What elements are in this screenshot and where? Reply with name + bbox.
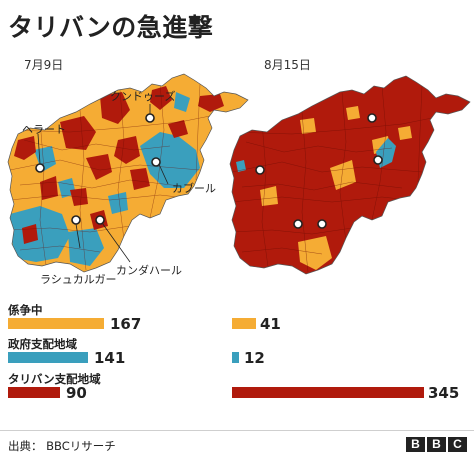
legend-label-government: 政府支配地域 [8, 337, 77, 351]
bbc-logo-letter: B [406, 437, 425, 452]
value-government-july: 141 [94, 349, 126, 367]
city-label-kunduz: クンドゥーズ [110, 90, 176, 103]
bbc-logo: B B C [406, 437, 467, 452]
city-label-lashkar-gah: ラシュカルガー [40, 273, 117, 286]
city-label-kandahar: カンダハール [116, 264, 182, 277]
value-taliban-august: 345 [428, 384, 460, 402]
value-contested-august: 41 [260, 315, 281, 333]
city-marker-kunduz [145, 113, 155, 123]
bar-taliban-august [232, 387, 424, 398]
city-marker-kandahar [95, 215, 105, 225]
city-label-herat: ヘラート [22, 123, 66, 136]
footer-divider [0, 430, 474, 431]
bar-contested-august [232, 318, 256, 329]
date-label-august: 8月15日 [264, 58, 311, 72]
bar-government-august [232, 352, 239, 363]
city-markers-august [255, 113, 383, 229]
date-label-july: 7月9日 [24, 58, 64, 72]
legend-label-taliban: タリバン支配地域 [8, 372, 101, 386]
value-taliban-july: 90 [66, 384, 87, 402]
city-marker-kabul [151, 157, 161, 167]
city-marker-herat [35, 163, 45, 173]
value-government-august: 12 [244, 349, 265, 367]
bbc-logo-letter: B [427, 437, 446, 452]
value-contested-july: 167 [110, 315, 142, 333]
bar-contested-july [8, 318, 104, 329]
bar-government-july [8, 352, 88, 363]
city-label-kabul: カブール [172, 182, 216, 195]
bbc-logo-letter: C [448, 437, 467, 452]
legend-label-contested: 係争中 [8, 303, 43, 317]
map-august [230, 76, 470, 274]
city-marker-lashkar-gah [71, 215, 81, 225]
source-note: 出典： BBCリサーチ [8, 439, 116, 453]
bar-taliban-july [8, 387, 60, 398]
page-title: タリバンの急進撃 [8, 13, 214, 42]
city-markers-july [35, 113, 161, 225]
